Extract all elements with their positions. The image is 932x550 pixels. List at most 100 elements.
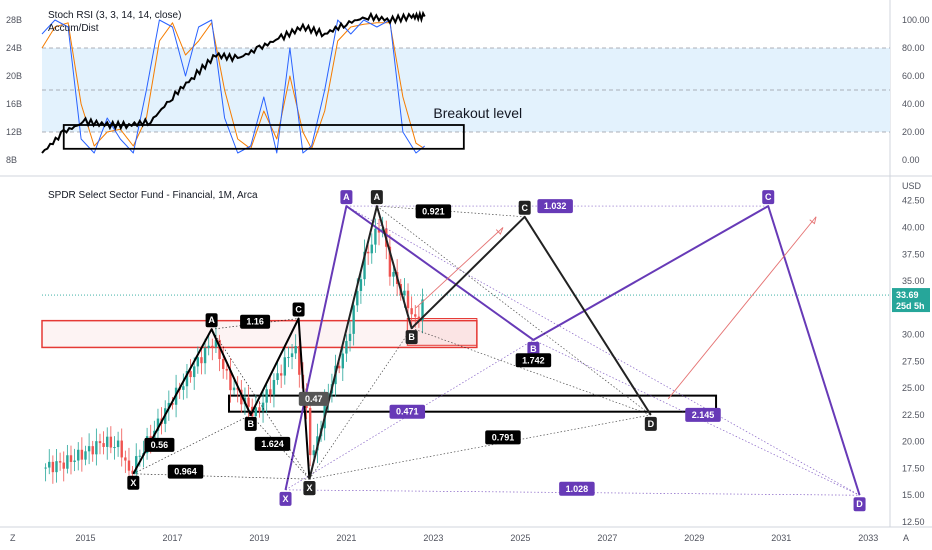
candle-body: [77, 449, 80, 461]
proj-point-tag: [370, 190, 383, 205]
candle-body: [337, 365, 341, 369]
black-point-tag: [127, 475, 140, 490]
candle-body: [95, 441, 98, 455]
candle-body: [265, 389, 268, 403]
candle-body: [69, 455, 73, 462]
black-ratio-connector: [133, 473, 310, 480]
price-axis-label: 15.00: [902, 490, 925, 500]
candle-body: [345, 340, 348, 354]
candle-body: [48, 461, 51, 468]
time-axis-label: 2019: [249, 533, 269, 543]
candle-body: [269, 389, 272, 395]
ratio-tag: 1.032: [544, 201, 567, 211]
candle-body: [229, 370, 232, 391]
candle-body: [55, 461, 58, 473]
ratio-tag: 0.56: [151, 440, 169, 450]
candle-body: [200, 357, 203, 364]
purple-point-label: D: [856, 499, 863, 509]
black-ratio-connector: [250, 414, 310, 480]
price-axis-label: 12.50: [902, 517, 925, 527]
time-axis-label: 2027: [597, 533, 617, 543]
stoch-k-line: [41, 19, 426, 154]
time-axis-label: 2029: [684, 533, 704, 543]
time-axis-label: 2021: [336, 533, 356, 543]
candle-body: [308, 408, 312, 456]
candle-body: [290, 353, 294, 358]
black-point-tag: [244, 416, 257, 431]
candle-body: [359, 279, 363, 291]
osc-subtitle: Accum/Dist: [48, 23, 99, 34]
price-axis-label: 40.00: [902, 222, 925, 232]
stoch-d-line: [41, 22, 425, 150]
main-pane: SPDR Select Sector Fund - Financial, 1M,…: [41, 181, 925, 543]
purple-point-tag: [279, 491, 292, 506]
ratio-tag: 0.47: [305, 394, 323, 404]
harmonic-projection: X A B C D: [303, 190, 657, 496]
ratio-tag: 1.624: [261, 439, 284, 449]
candle-body: [66, 455, 69, 469]
candle-body: [84, 451, 87, 460]
candle-body: [417, 316, 421, 321]
candle-body: [51, 461, 55, 473]
candle-body: [167, 402, 171, 409]
candle-body: [352, 305, 355, 334]
osc-axis-label: 80.00: [902, 43, 925, 53]
price-axis-label: 30.00: [902, 330, 925, 340]
candle-body: [44, 467, 47, 469]
candle-body: [272, 379, 276, 395]
timezone-label[interactable]: Z: [10, 533, 16, 543]
black-point-label: B: [247, 419, 254, 429]
purple-ratio-connector: [346, 205, 860, 496]
price-tag-bg: [892, 288, 930, 313]
projection-arrow-head: [809, 216, 817, 225]
auto-scale-button[interactable]: A: [903, 533, 910, 543]
candle-body: [189, 371, 192, 378]
ratio-tag-bg: [167, 464, 204, 479]
black-line: [132, 317, 311, 480]
price-axis-label: 35.00: [902, 276, 925, 286]
price-axis-label: 17.50: [902, 463, 925, 473]
ratio-tag: 0.791: [492, 432, 515, 442]
black-point-label: C: [295, 305, 302, 315]
proj-ratio-connector: [376, 205, 652, 416]
purple-point-tag: [853, 497, 866, 512]
ratio-tag: 1.742: [522, 355, 545, 365]
candle-body: [276, 373, 279, 380]
ratio-tag-bg: [144, 437, 175, 452]
proj-ratio-connector: [411, 327, 651, 416]
candle-body: [156, 418, 160, 431]
accum-axis-label: 8B: [6, 155, 17, 165]
proj-point-tag: [303, 481, 316, 496]
price-tag-countdown: 25d 5h: [896, 301, 925, 311]
black-ratio-connector: [133, 414, 251, 475]
purple-point-label: B: [530, 344, 537, 354]
candle-body: [388, 246, 392, 277]
osc-axis-label: 60.00: [902, 71, 925, 81]
proj-point-label: C: [521, 203, 528, 213]
main-title: SPDR Select Sector Fund - Financial, 1M,…: [48, 190, 258, 201]
candle-body: [106, 436, 109, 447]
osc-axis-label: 20.00: [902, 127, 925, 137]
currency-label: USD: [902, 181, 922, 191]
candle-body: [410, 308, 413, 315]
candle-body: [73, 460, 76, 462]
black-point-label: X: [130, 478, 136, 488]
purple-point-label: C: [765, 192, 772, 202]
candle-body: [62, 462, 65, 469]
osc-title: Stoch RSI (3, 3, 14, 14, close): [48, 10, 181, 21]
ratio-tag-bg: [537, 199, 573, 214]
ratio-tag: 1.028: [566, 484, 589, 494]
candle-body: [127, 460, 131, 471]
ratio-tag-bg: [515, 353, 552, 368]
accum-axis-label: 12B: [6, 127, 22, 137]
candle-body: [254, 407, 258, 417]
proj-point-tag: [644, 416, 657, 431]
candle-body: [203, 347, 207, 364]
candle-body: [109, 436, 113, 448]
candle-body: [348, 333, 352, 341]
candle-body: [279, 373, 283, 376]
candle-body: [225, 368, 229, 371]
candle-body: [406, 290, 410, 309]
black-point-tag: [292, 302, 305, 317]
